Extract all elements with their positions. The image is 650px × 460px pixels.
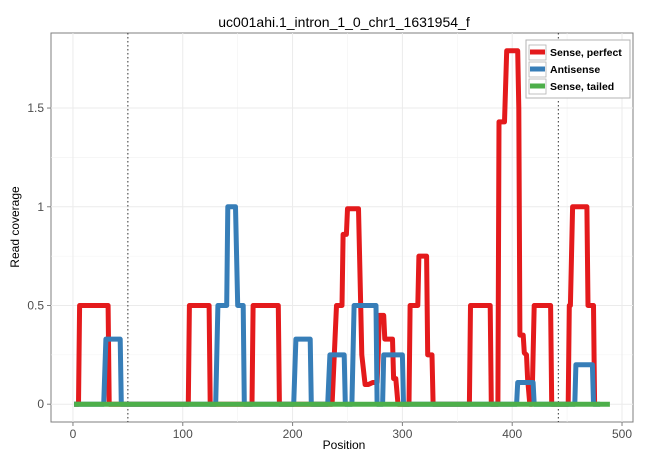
x-tick-label: 100 — [173, 427, 193, 441]
y-tick-label: 0.5 — [27, 298, 44, 312]
y-tick-label: 1.5 — [27, 101, 44, 115]
legend: Sense, perfect Antisense Sense, tailed — [525, 39, 631, 99]
x-tick-label: 400 — [502, 427, 522, 441]
y-tick-label: 1 — [37, 200, 44, 214]
x-tick-label: 300 — [392, 427, 412, 441]
y-axis-title: Read coverage — [8, 186, 22, 268]
x-axis-ticks: 0 100 200 300 400 500 — [70, 422, 632, 441]
y-tick-label: 0 — [37, 397, 44, 411]
y-axis-ticks: 0 0.5 1 1.5 — [27, 101, 51, 411]
x-axis-title: Position — [323, 438, 366, 452]
x-tick-label: 200 — [283, 427, 303, 441]
legend-label-0: Sense, perfect — [550, 47, 622, 59]
legend-label-1: Antisense — [550, 64, 600, 76]
chart-title: uc001ahi.1_intron_1_0_chr1_1631954_f — [218, 14, 470, 30]
legend-label-2: Sense, tailed — [550, 81, 614, 93]
x-tick-label: 500 — [612, 427, 632, 441]
x-tick-label: 0 — [70, 427, 77, 441]
series-lines — [74, 48, 610, 407]
series-line-1 — [74, 204, 601, 407]
